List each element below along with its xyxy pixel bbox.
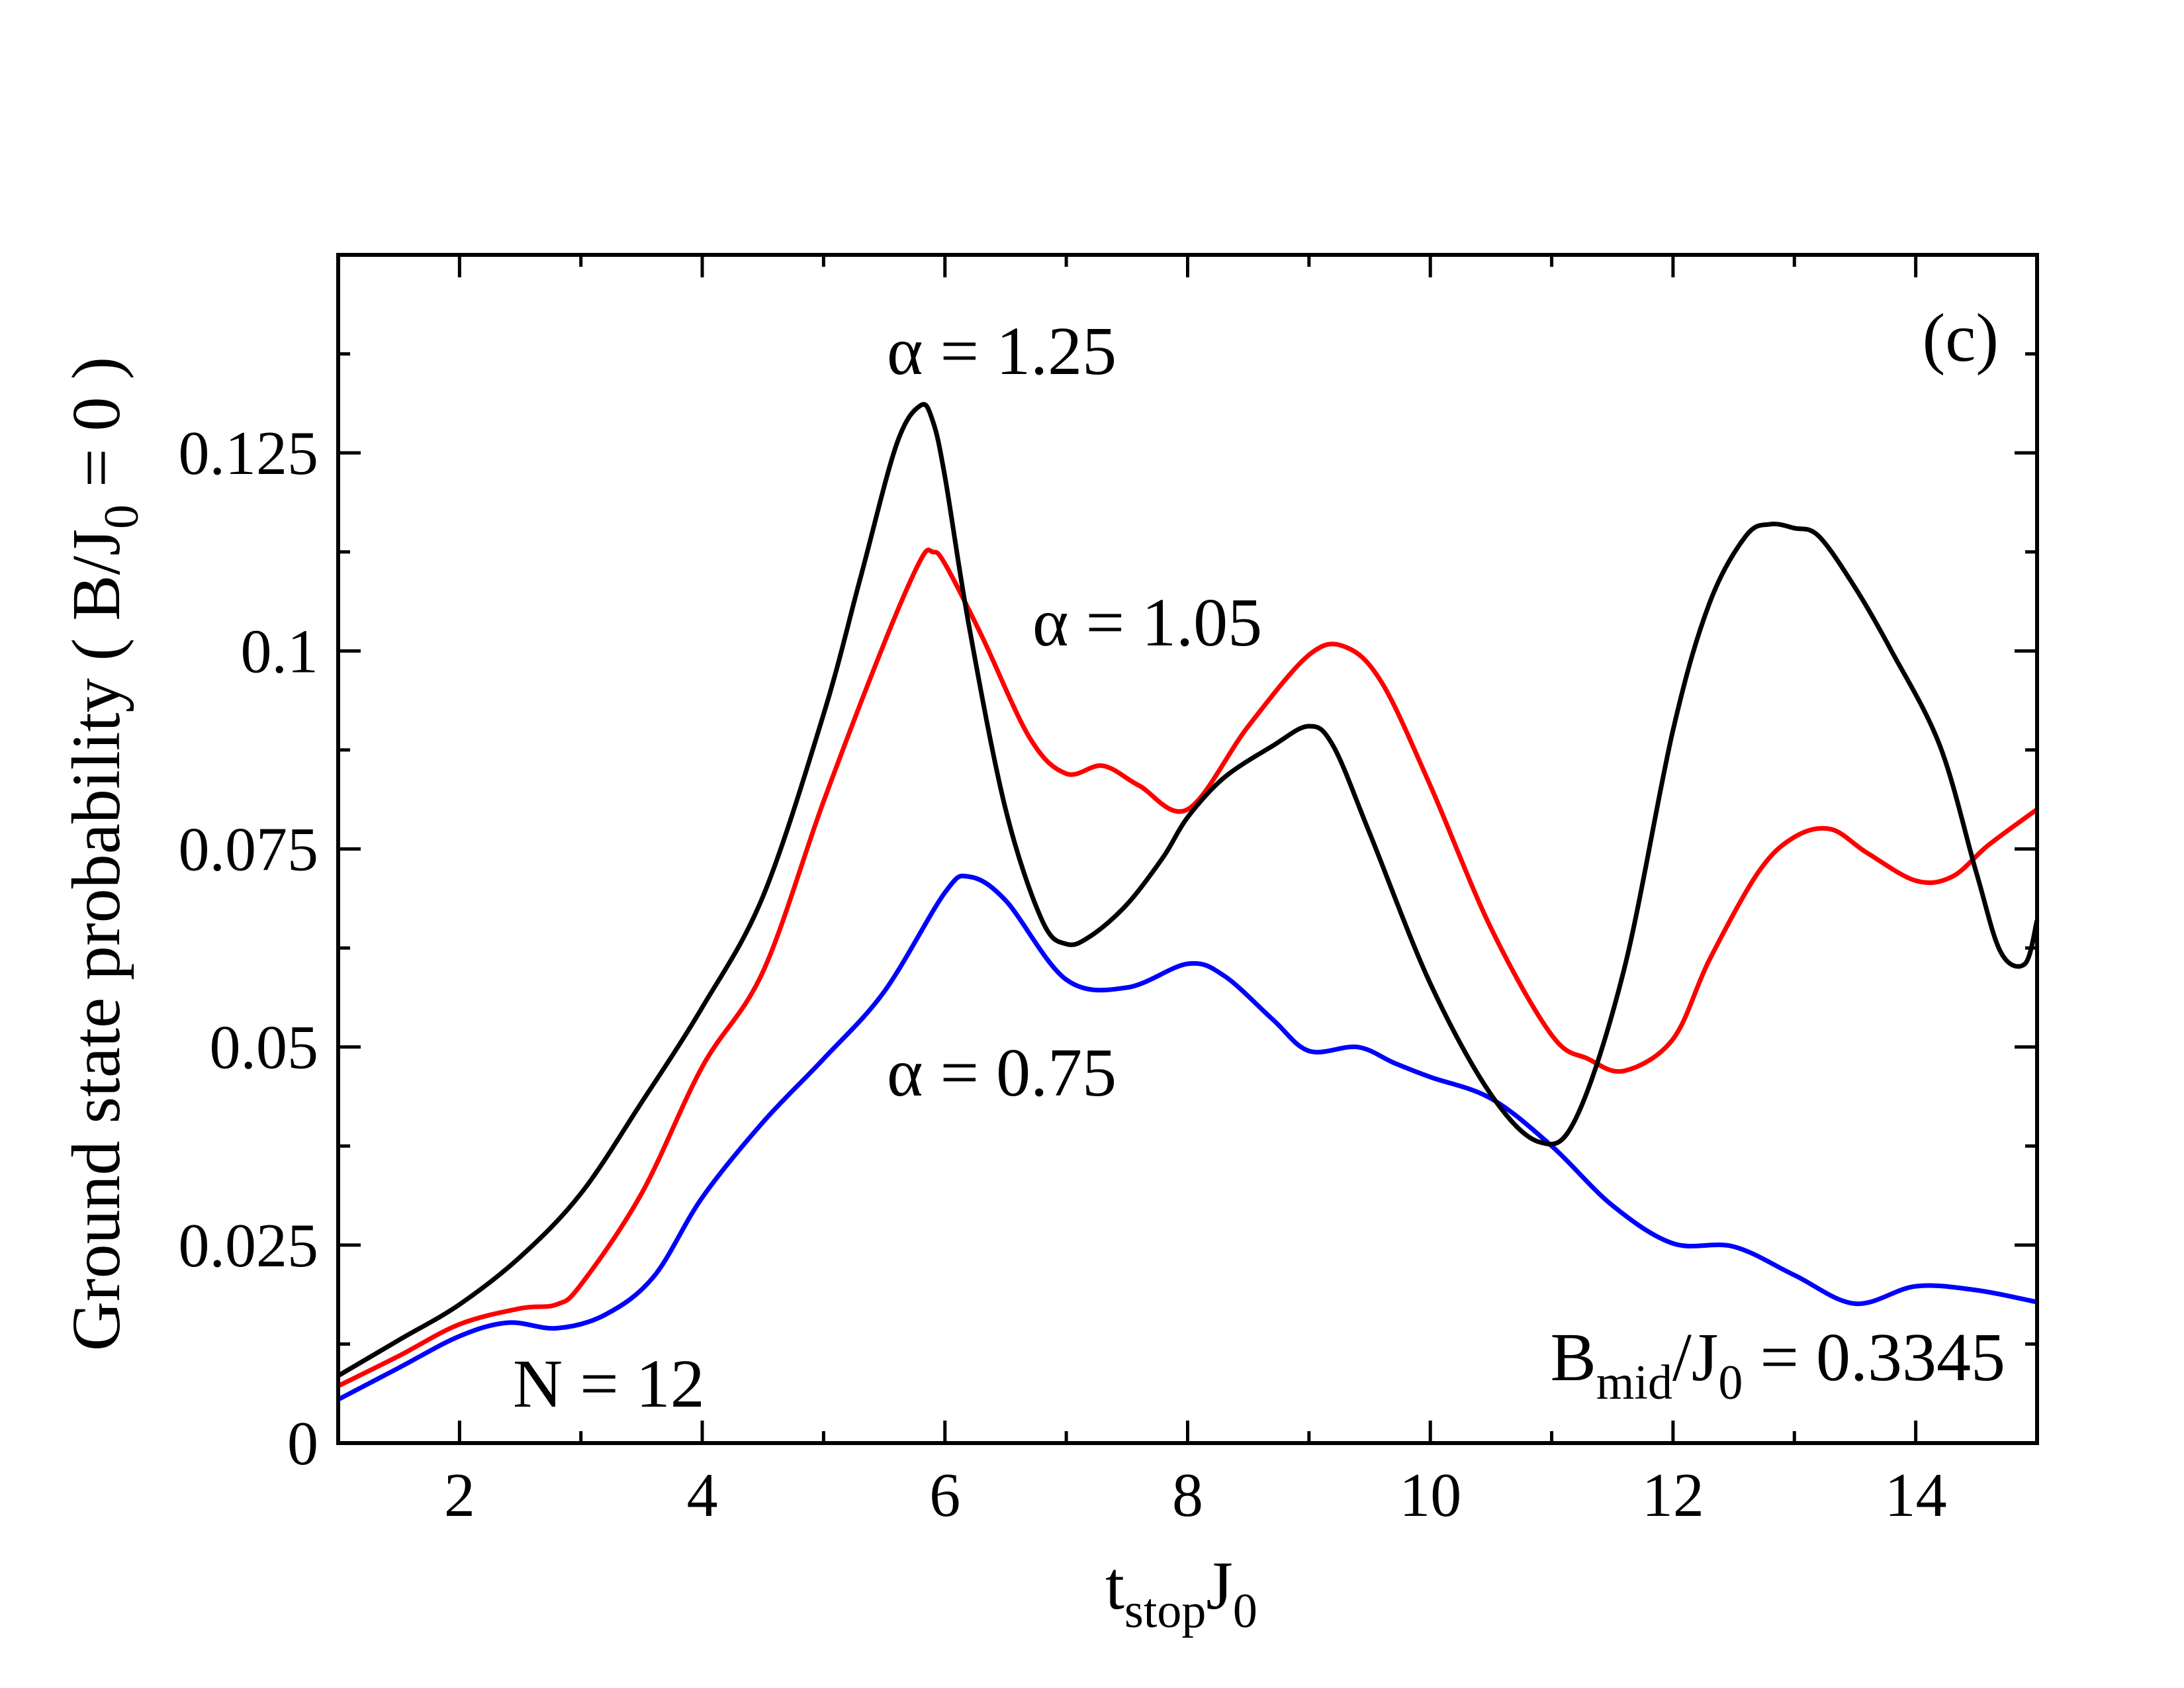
n-label: N = 12 bbox=[513, 1346, 705, 1422]
y-tick-label: 0.025 bbox=[179, 1211, 319, 1280]
bmid-label: Bmid/J0 = 0.3345 bbox=[1550, 1319, 2005, 1410]
y-tick-label: 0.125 bbox=[179, 419, 319, 488]
series-label-alpha-1-05: α = 1.05 bbox=[1032, 585, 1262, 661]
series-line-alpha-0-75 bbox=[337, 873, 2038, 1402]
x-tick-label: 8 bbox=[1172, 1461, 1203, 1530]
plot-frame bbox=[336, 253, 2039, 1445]
series-layer bbox=[337, 402, 2040, 1402]
y-tick-label: 0.05 bbox=[210, 1013, 319, 1082]
x-tick-label: 4 bbox=[687, 1461, 718, 1530]
y-tick-label: 0.075 bbox=[179, 816, 319, 884]
y-tick-label: 0 bbox=[287, 1409, 318, 1478]
y-tick-label: 0.1 bbox=[241, 617, 319, 686]
x-tick-label: 2 bbox=[444, 1461, 475, 1530]
x-tick-label: 10 bbox=[1399, 1461, 1461, 1530]
series-label-alpha-0-75: α = 0.75 bbox=[887, 1035, 1116, 1111]
x-tick-label: 14 bbox=[1885, 1461, 1947, 1530]
x-tick-label: 6 bbox=[929, 1461, 960, 1530]
tick-label-layer: 2 4 6 8 10 12 14 0 0.025 0.05 0.075 0.1 0.125 bbox=[179, 419, 1947, 1530]
x-tick-label: 12 bbox=[1642, 1461, 1704, 1530]
series-line-alpha-1-25 bbox=[337, 402, 2040, 1378]
series-line-alpha-1-05 bbox=[337, 547, 2039, 1388]
y-axis-label: Ground state probability ( B/J0 = 0 ) bbox=[58, 357, 149, 1351]
x-axis-label: tstopJ0 bbox=[1105, 1548, 1257, 1638]
panel-label: (c) bbox=[1923, 300, 1999, 376]
series-label-alpha-1-25: α = 1.25 bbox=[887, 313, 1116, 389]
